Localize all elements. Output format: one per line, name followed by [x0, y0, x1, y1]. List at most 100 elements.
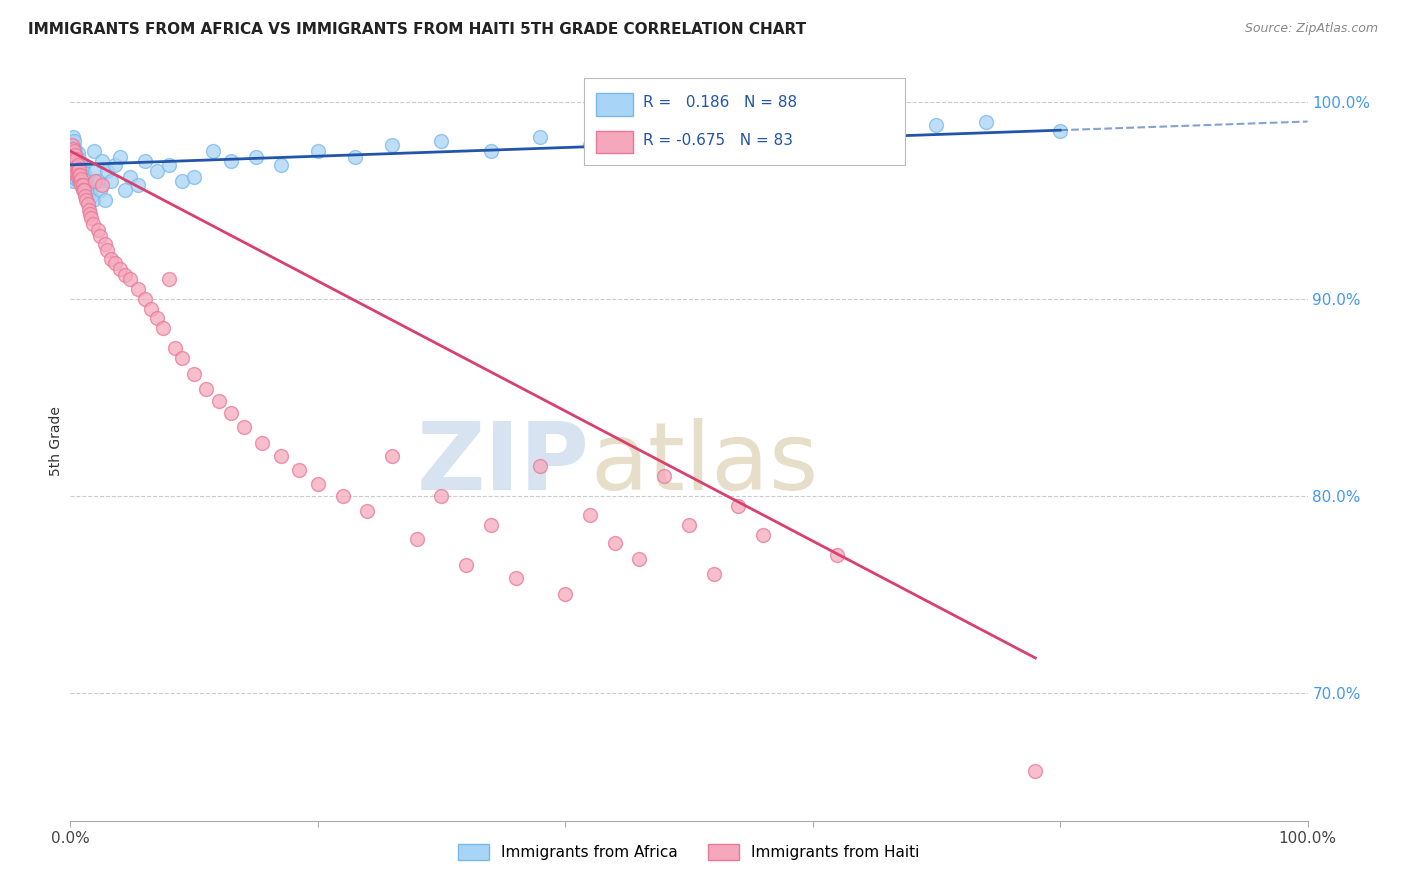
Point: [157, 158, 180, 172]
Point: [479, 518, 502, 533]
Point: [479, 144, 502, 158]
Point: [127, 282, 149, 296]
Point: [827, 548, 849, 562]
Point: [70, 158, 93, 172]
Point: [118, 169, 141, 184]
Point: [270, 450, 292, 464]
Point: [554, 587, 576, 601]
Point: [628, 551, 651, 566]
Point: [430, 134, 453, 148]
Point: [381, 450, 404, 464]
Legend: Immigrants from Africa, Immigrants from Haiti: Immigrants from Africa, Immigrants from …: [453, 838, 925, 866]
Point: [66, 146, 89, 161]
Point: [208, 394, 231, 409]
Point: [62, 130, 84, 145]
Point: [139, 301, 162, 316]
Point: [96, 163, 118, 178]
Point: [195, 382, 218, 396]
Point: [104, 256, 127, 270]
Text: R =   0.186   N = 88: R = 0.186 N = 88: [643, 95, 797, 110]
Point: [1049, 124, 1071, 138]
Point: [70, 178, 93, 192]
Point: [307, 476, 329, 491]
Point: [245, 150, 267, 164]
Point: [63, 166, 86, 180]
Point: [405, 532, 427, 546]
Point: [114, 184, 136, 198]
Point: [65, 171, 87, 186]
Point: [79, 186, 101, 200]
Point: [80, 211, 103, 225]
Point: [65, 148, 87, 162]
Point: [219, 153, 242, 168]
Point: [60, 146, 83, 161]
Point: [60, 158, 83, 172]
Point: [146, 311, 169, 326]
Point: [65, 163, 87, 178]
Point: [270, 158, 292, 172]
Point: [63, 158, 86, 172]
Point: [65, 148, 87, 162]
Point: [84, 173, 107, 187]
Point: [63, 140, 86, 154]
Point: [505, 571, 527, 585]
FancyBboxPatch shape: [583, 78, 905, 165]
Point: [776, 126, 799, 140]
Text: Source: ZipAtlas.com: Source: ZipAtlas.com: [1244, 22, 1378, 36]
Point: [146, 163, 169, 178]
Point: [91, 153, 114, 168]
Point: [94, 194, 117, 208]
Point: [307, 144, 329, 158]
Point: [82, 217, 104, 231]
Point: [579, 508, 602, 523]
Point: [62, 173, 84, 187]
Point: [67, 161, 90, 176]
Point: [104, 158, 127, 172]
Point: [62, 158, 84, 172]
Point: [430, 489, 453, 503]
Point: [84, 163, 107, 178]
Point: [356, 504, 378, 518]
Point: [72, 168, 94, 182]
Point: [65, 166, 87, 180]
Point: [63, 134, 86, 148]
Point: [529, 130, 551, 145]
Point: [134, 292, 156, 306]
Point: [73, 166, 96, 180]
Point: [827, 138, 849, 153]
Point: [70, 166, 93, 180]
Point: [67, 173, 90, 187]
Point: [69, 173, 91, 187]
Point: [100, 252, 122, 267]
Point: [67, 152, 90, 166]
Text: R = -0.675   N = 83: R = -0.675 N = 83: [643, 133, 793, 148]
Bar: [596, 130, 633, 153]
Point: [62, 166, 84, 180]
Point: [66, 161, 89, 176]
Point: [67, 166, 90, 180]
Point: [86, 223, 108, 237]
Point: [974, 114, 997, 128]
Point: [170, 351, 193, 365]
Point: [96, 243, 118, 257]
Point: [165, 341, 187, 355]
Point: [529, 459, 551, 474]
Point: [75, 179, 97, 194]
Point: [72, 184, 94, 198]
Y-axis label: 5th Grade: 5th Grade: [49, 407, 63, 476]
Point: [69, 169, 91, 184]
Point: [332, 489, 354, 503]
Point: [82, 194, 104, 208]
Point: [72, 173, 94, 187]
Point: [65, 144, 87, 158]
Text: ZIP: ZIP: [418, 418, 591, 510]
Point: [65, 152, 87, 166]
Point: [114, 268, 136, 282]
Point: [183, 367, 205, 381]
Point: [62, 142, 84, 156]
Point: [76, 184, 98, 198]
Point: [60, 153, 83, 168]
Point: [70, 171, 93, 186]
Point: [72, 178, 94, 192]
Point: [201, 144, 224, 158]
